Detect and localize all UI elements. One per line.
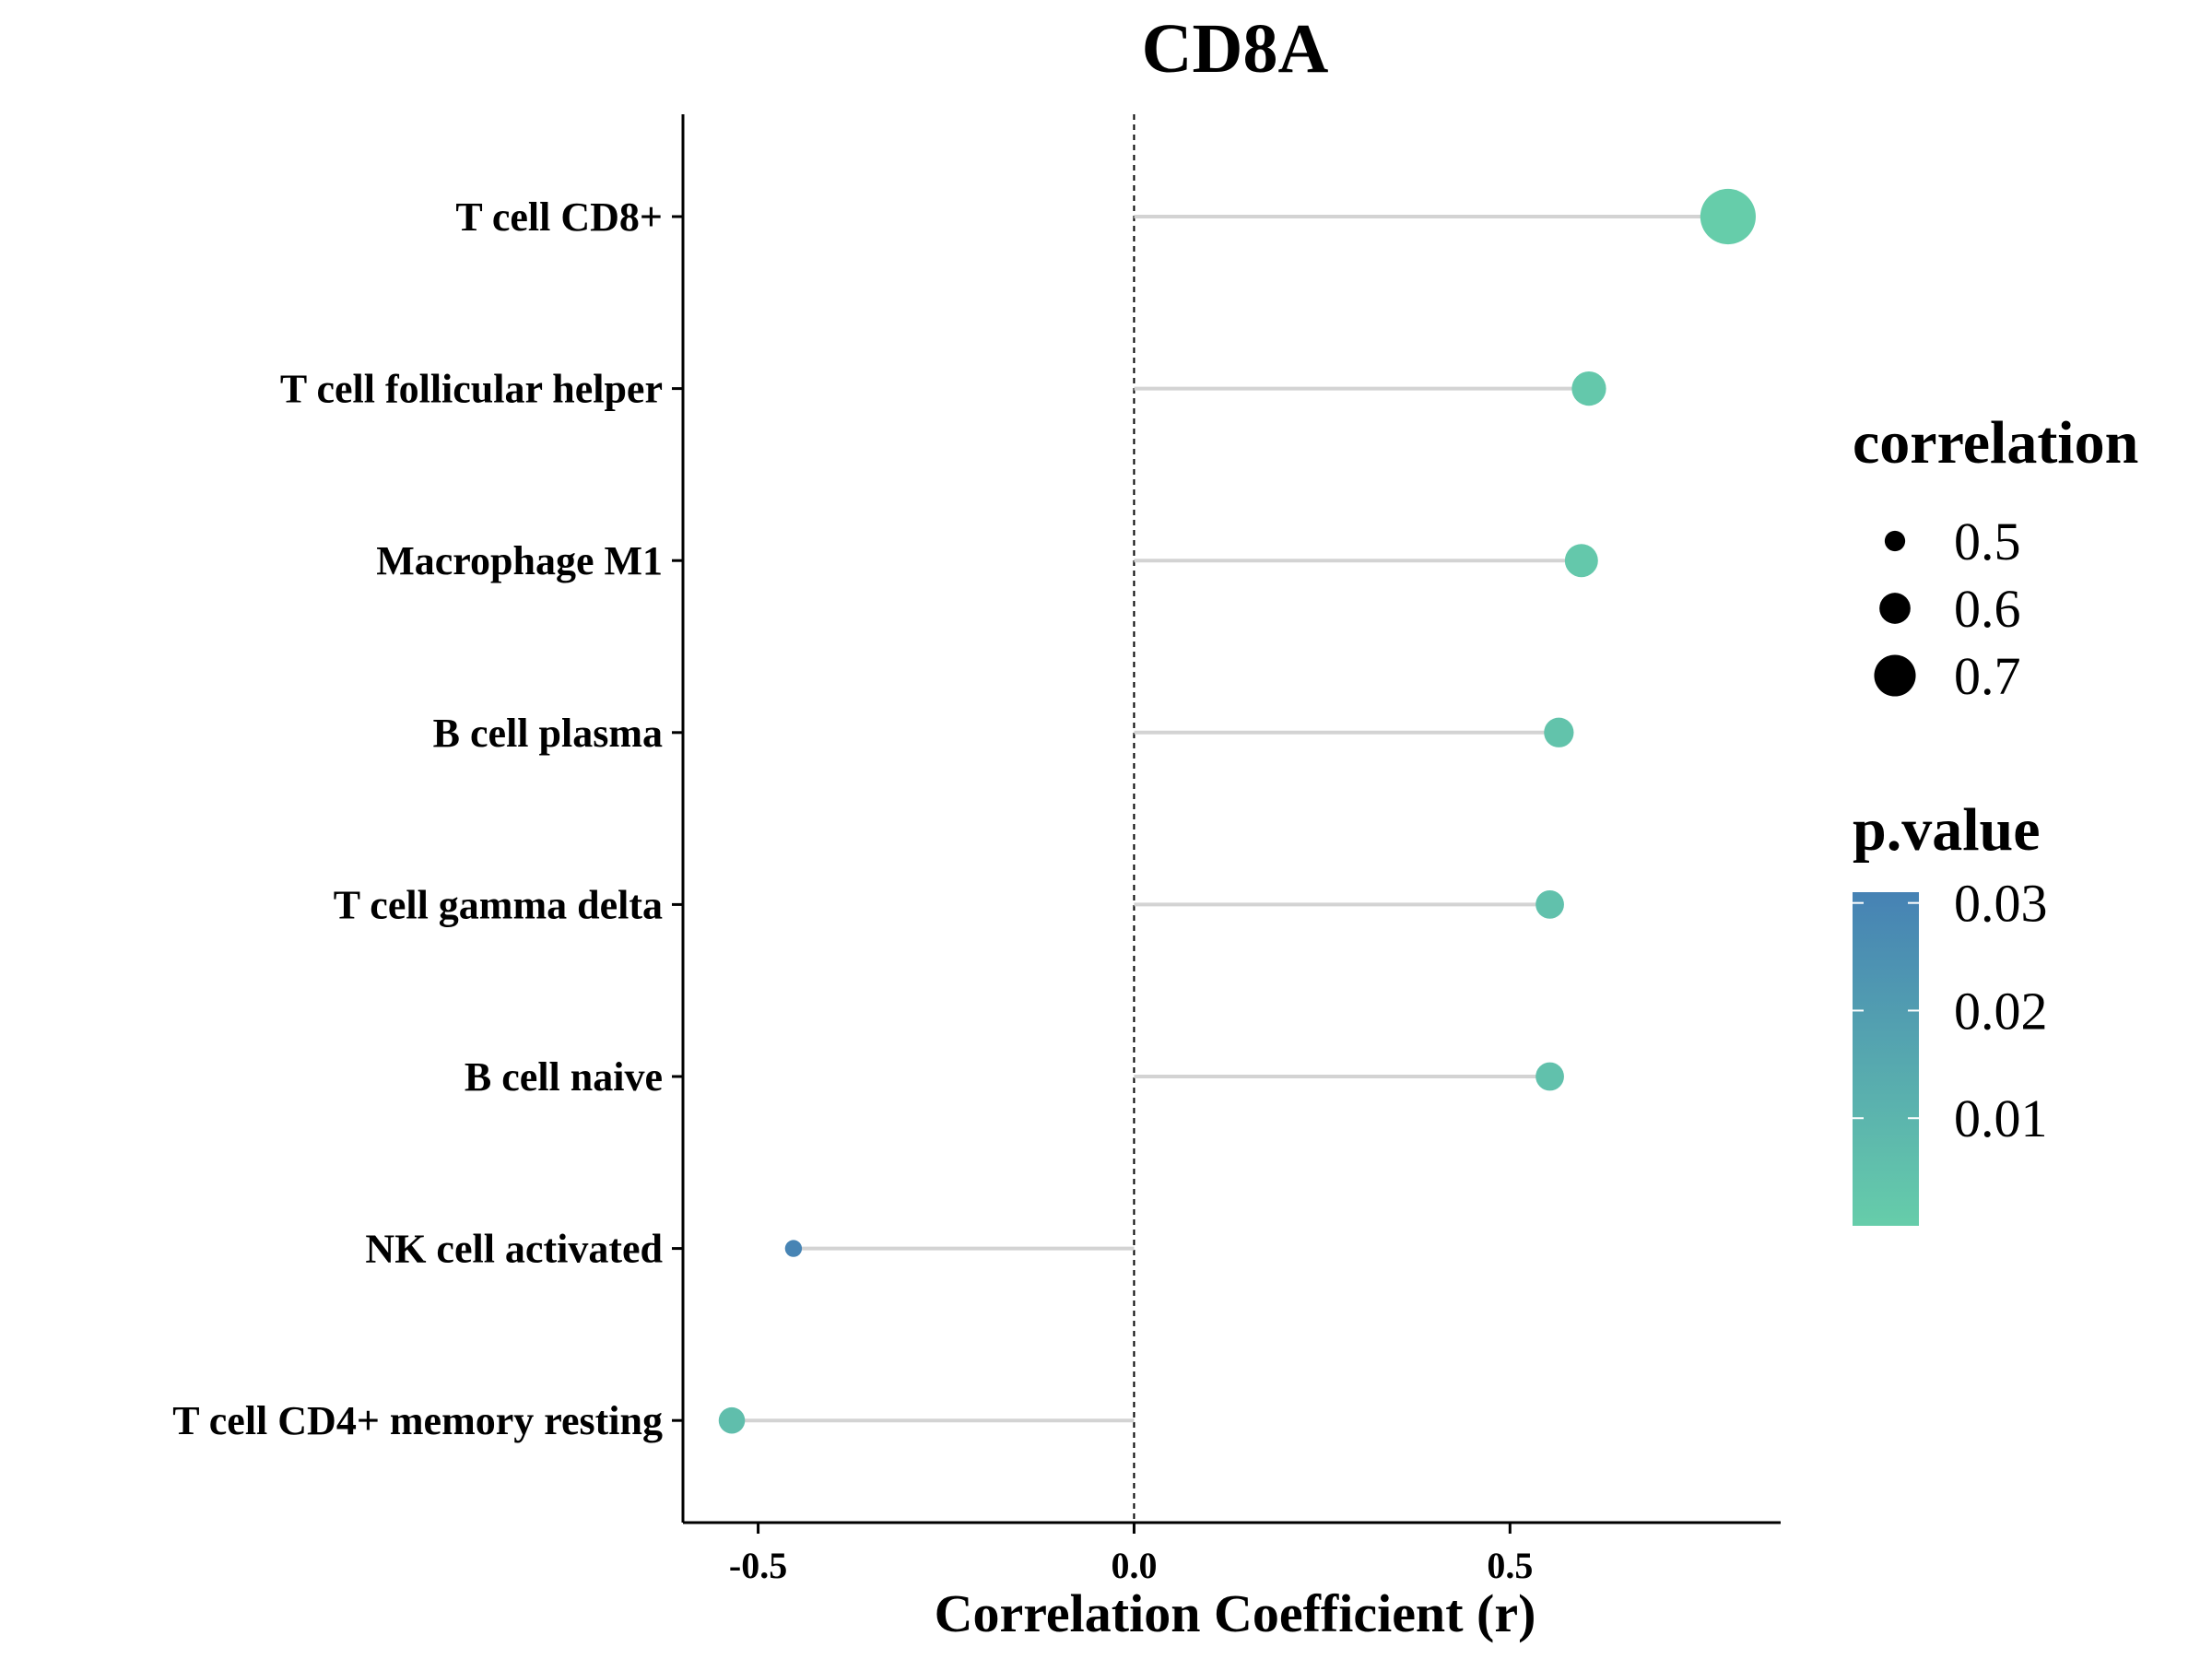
y-tick-label: T cell CD4+ memory resting [172,1398,663,1443]
y-tick-label: T cell gamma delta [334,882,663,927]
size-legend-key [1884,530,1906,552]
y-tick-label: NK cell activated [365,1227,663,1272]
y-tick-label: Macrophage M1 [376,538,663,583]
color-legend-bar [1853,892,1919,1226]
data-point [1535,1062,1564,1091]
size-legend-label: 0.6 [1954,579,2021,639]
data-point [784,1240,803,1257]
x-tick-label: 0.0 [1111,1545,1157,1586]
color-legend-title: p.value [1853,796,2041,864]
y-tick-label: B cell plasma [433,711,663,756]
x-tick-label: 0.5 [1487,1545,1533,1586]
data-point [1564,544,1598,578]
size-legend-label: 0.7 [1954,646,2021,706]
color-legend-ticks: 0.03 0.02 0.01 [1853,874,2048,1148]
y-tick-label: B cell naive [465,1054,663,1100]
data-point [1535,890,1564,919]
size-legend-key [1879,593,1911,624]
data-point [1544,717,1574,747]
size-legend-title: correlation [1853,409,2138,477]
plot-area: T cell CD8+ T cell follicular helper Macro… [172,114,1756,1523]
y-tick-label: T cell CD8+ [455,194,663,240]
data-point [718,1406,746,1434]
data-point [1700,188,1756,245]
color-legend-label: 0.01 [1954,1088,2048,1148]
data-point [1571,371,1606,406]
size-legend-key [1874,654,1916,697]
size-legend-label: 0.5 [1954,512,2021,571]
chart-title: CD8A [1142,10,1329,88]
color-legend-label: 0.02 [1954,981,2048,1041]
x-axis-ticks: -0.5 0.0 0.5 [729,1523,1533,1586]
y-tick-label: T cell follicular helper [280,367,663,412]
legend: correlation 0.50.60.7 p.value 0.030.020.… [1853,409,2138,1226]
x-tick-label: -0.5 [729,1545,787,1586]
size-legend-entries: 0.5 0.6 0.7 [1874,512,2021,706]
x-axis-label: Correlation Coefficient (r) [935,1583,1536,1643]
color-legend-label: 0.03 [1954,874,2048,934]
